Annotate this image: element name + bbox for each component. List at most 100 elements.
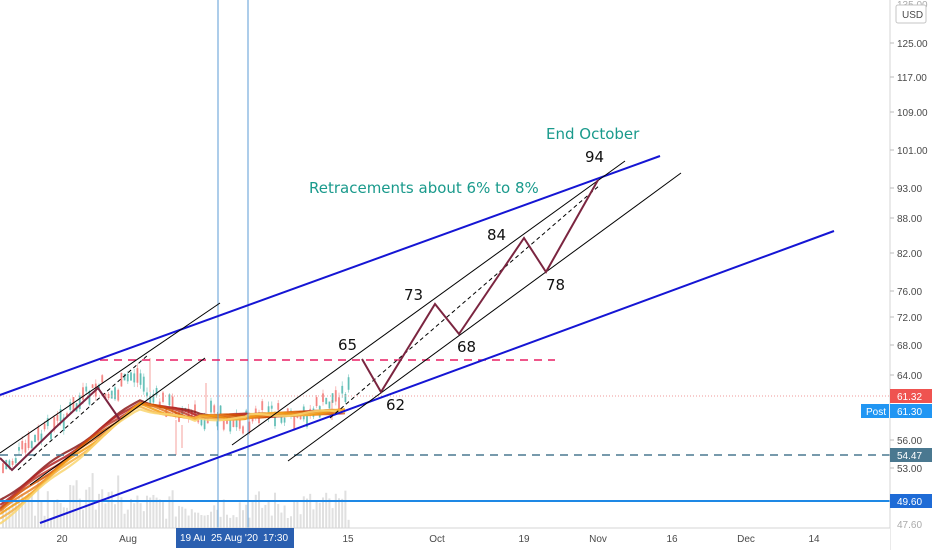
candle-body bbox=[142, 376, 145, 392]
time-tick-label: 15 bbox=[342, 534, 354, 545]
volume-bar bbox=[290, 516, 292, 528]
candle-body bbox=[30, 441, 33, 449]
volume-bar bbox=[248, 517, 251, 528]
candle-body bbox=[120, 372, 123, 387]
candle-body bbox=[251, 416, 254, 422]
candle-body bbox=[34, 434, 36, 443]
currency-badge[interactable] bbox=[895, 4, 927, 24]
candle-body bbox=[322, 393, 324, 402]
volume-bar bbox=[130, 498, 132, 528]
volume-bar bbox=[123, 513, 126, 528]
wave-label-78: 78 bbox=[546, 276, 565, 294]
volume-bar bbox=[347, 519, 350, 528]
price-badge-support: 49.60 bbox=[897, 497, 922, 508]
volume-bar bbox=[24, 498, 27, 528]
volume-bar bbox=[56, 499, 59, 528]
time-tick-label: Nov bbox=[589, 534, 607, 545]
volume-bar bbox=[139, 503, 142, 528]
candle-body bbox=[181, 408, 184, 415]
price-tick-label: 109.00 bbox=[897, 108, 928, 119]
candle-body bbox=[14, 458, 17, 463]
trend-line-right-lower[interactable] bbox=[287, 172, 682, 462]
volume-bar bbox=[226, 514, 228, 528]
wave-label-68: 68 bbox=[457, 338, 476, 356]
candle-body bbox=[59, 409, 62, 422]
price-tick-label: 117.00 bbox=[897, 73, 927, 84]
trend-line-left-dashed[interactable] bbox=[17, 354, 149, 471]
ma-ribbon-line bbox=[0, 408, 346, 525]
volume-bar bbox=[181, 506, 184, 528]
volume-bars bbox=[2, 473, 350, 528]
trend-line-right-dashed[interactable] bbox=[329, 184, 601, 419]
volume-bar bbox=[30, 492, 33, 528]
candle-body bbox=[123, 373, 126, 381]
volume-bar bbox=[331, 508, 334, 528]
candle-body bbox=[27, 433, 30, 449]
wave-labels: 65 62 73 68 84 78 94 bbox=[338, 148, 604, 414]
volume-bar bbox=[325, 492, 328, 528]
volume-bar bbox=[293, 500, 296, 528]
volume-bar bbox=[309, 493, 312, 528]
volume-bar bbox=[187, 515, 190, 528]
candle-body bbox=[232, 419, 235, 427]
currency-label: USD bbox=[902, 10, 923, 21]
candle-body bbox=[56, 414, 59, 421]
volume-bar bbox=[219, 516, 222, 528]
candle-body bbox=[40, 433, 43, 442]
candle-body bbox=[88, 391, 91, 405]
volume-bar bbox=[206, 514, 209, 528]
trend-line-right-upper[interactable] bbox=[231, 160, 626, 446]
wave-label-65: 65 bbox=[338, 336, 357, 354]
time-selection-end-label: 25 Aug '20 bbox=[211, 533, 258, 544]
price-tick-label: 82.00 bbox=[897, 249, 922, 260]
channel-upper-line[interactable] bbox=[0, 155, 661, 396]
volume-bar bbox=[14, 500, 17, 528]
volume-bar bbox=[258, 491, 260, 528]
wave-path-main[interactable] bbox=[361, 179, 599, 394]
candle-body bbox=[187, 408, 190, 419]
candle-body bbox=[283, 417, 286, 423]
candle-body bbox=[331, 393, 334, 403]
volume-bar bbox=[318, 502, 321, 528]
volume-bar bbox=[66, 507, 68, 528]
volume-bar bbox=[200, 515, 203, 528]
volume-bar bbox=[98, 493, 100, 528]
price-tick-label: 93.00 bbox=[897, 184, 922, 195]
channel-lower-line[interactable] bbox=[39, 230, 835, 524]
volume-bar bbox=[194, 512, 196, 528]
volume-bar bbox=[155, 497, 158, 528]
trend-line-left-upper[interactable] bbox=[0, 302, 221, 454]
volume-bar bbox=[126, 509, 129, 528]
candle-body bbox=[242, 426, 244, 434]
volume-bar bbox=[104, 503, 107, 528]
candle-body bbox=[62, 417, 65, 431]
candle-body bbox=[66, 413, 68, 417]
trend-line-left-lower[interactable] bbox=[29, 357, 206, 486]
candle-body bbox=[11, 461, 14, 465]
time-selection-range[interactable] bbox=[176, 528, 294, 548]
candle-body bbox=[277, 403, 280, 410]
volume-bar bbox=[251, 501, 254, 528]
price-tick-label: 68.00 bbox=[897, 341, 922, 352]
volume-bar bbox=[238, 502, 241, 528]
volume-bar bbox=[341, 498, 344, 528]
candle-body bbox=[8, 460, 11, 469]
wave-label-62: 62 bbox=[386, 396, 405, 414]
volume-bar bbox=[242, 510, 244, 528]
volume-bar bbox=[133, 503, 136, 528]
volume-bar bbox=[75, 480, 78, 528]
price-tick-label: 125.00 bbox=[897, 39, 928, 50]
candle-body bbox=[2, 463, 4, 473]
wave-path-left[interactable] bbox=[0, 386, 121, 472]
volume-bar bbox=[174, 516, 177, 528]
volume-bar bbox=[184, 508, 187, 528]
candle-body bbox=[155, 387, 158, 396]
volume-bar bbox=[158, 499, 161, 528]
candle-body bbox=[146, 392, 148, 397]
volume-bar bbox=[344, 490, 347, 528]
candle-body bbox=[261, 401, 264, 411]
volume-bar bbox=[142, 511, 145, 528]
time-tick-label: Oct bbox=[429, 534, 445, 545]
